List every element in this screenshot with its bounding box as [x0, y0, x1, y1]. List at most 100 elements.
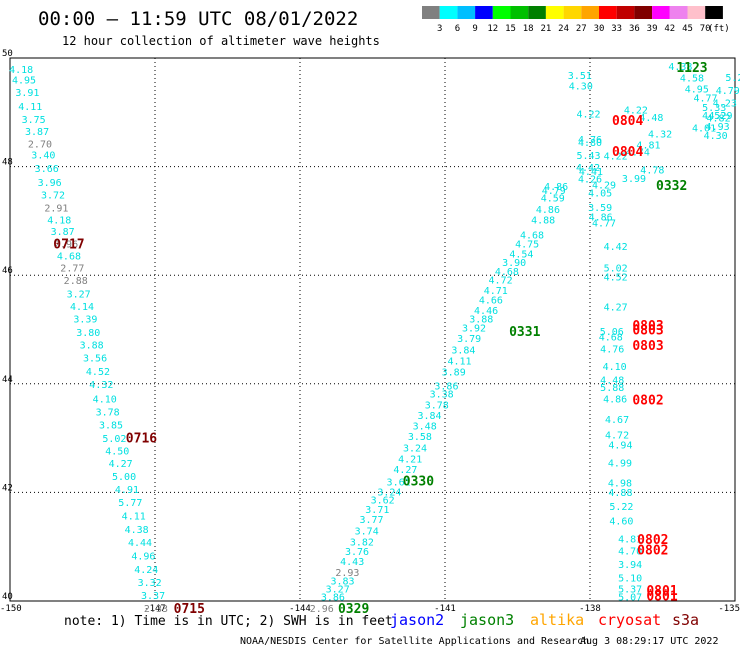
legend-swatch: [616, 6, 635, 19]
swh-value: 4.95: [685, 84, 709, 95]
legend-label: 70: [700, 24, 711, 34]
swh-value: 3.24: [403, 443, 427, 454]
legend-label: 21: [540, 24, 551, 34]
swh-value: 3.83: [330, 576, 354, 587]
legend-label: 12: [487, 24, 498, 34]
satellite-legend: jason2 jason3 altika cryosat s3a: [390, 611, 699, 629]
legend-label: 9: [472, 24, 477, 34]
time-labels: 0717 0716 0715 0329 0330 0331 0332 1123 0804 0804…: [53, 61, 707, 617]
swh-value: 3.62: [371, 495, 395, 506]
legend-label: 15: [505, 24, 516, 34]
swh-value: 3.24: [377, 487, 401, 498]
swh-value: 4.75: [515, 240, 539, 251]
swh-value: 4.41: [579, 167, 603, 178]
swh-value: 5.10: [618, 574, 642, 585]
swh-value: 3.32: [138, 578, 162, 589]
swh-value: 5.22: [609, 502, 633, 513]
swh-value: 4.79: [716, 86, 740, 97]
swh-value: 4.68: [495, 267, 519, 278]
x-tick-label: -135: [718, 604, 740, 614]
swh-value: 4.60: [609, 517, 633, 528]
legend-swatch: [581, 6, 599, 19]
legend-label: 18: [523, 24, 534, 34]
pass-time-label: 0332: [656, 179, 687, 194]
x-tick-label: -144: [289, 604, 311, 614]
swh-value: 3.71: [365, 505, 389, 516]
swh-value: 4.72: [489, 276, 513, 287]
swh-value: 2.96: [54, 240, 78, 251]
legend-label: 24: [558, 24, 569, 34]
swh-value: 4.43: [340, 557, 364, 568]
pass-time-label: 0801: [646, 584, 677, 599]
y-tick-label: 42: [2, 483, 13, 493]
swh-value: 4.48: [639, 113, 663, 124]
swh-value: 4.78: [640, 165, 664, 176]
swh-value: 3.56: [83, 354, 107, 365]
swh-value: 4.44: [128, 538, 152, 549]
legend-label: 36: [629, 24, 640, 34]
swh-value: 3.27: [326, 585, 350, 596]
swh-value: 4.22: [624, 106, 648, 117]
swh-value: 3.90: [502, 258, 526, 269]
swh-value: 3.77: [359, 515, 383, 526]
swh-value: 4.46: [474, 306, 498, 317]
swh-value: 3.99: [622, 174, 646, 185]
swh-value: 4.76: [600, 345, 624, 356]
swh-value: 4.11: [18, 102, 42, 113]
swh-value: 4.66: [479, 296, 503, 307]
swh-value: 3.89: [442, 367, 466, 378]
swh-value: 5.27: [725, 73, 740, 84]
y-tick-label: 44: [2, 375, 13, 385]
swh-value: 3.59: [588, 203, 612, 214]
swh-value: 4.67: [605, 415, 629, 426]
swh-value: 4.68: [57, 252, 81, 263]
swh-value: 3.38: [430, 390, 454, 401]
pass-time-label: 0802: [637, 533, 668, 548]
pass-time-label: 0802: [632, 394, 663, 409]
pass-time-label: 1123: [676, 61, 707, 76]
swh-value: 4.22: [604, 152, 628, 163]
swh-value: 4.72: [605, 430, 629, 441]
swh-value: 3.85: [99, 421, 123, 432]
legend-swatch: [475, 6, 493, 19]
legend-label: 6: [455, 24, 460, 34]
pass-time-label: 0330: [403, 474, 434, 489]
swh-value: 3.51: [568, 71, 592, 82]
swh-value: 3.88: [80, 341, 104, 352]
legend-swatch: [669, 6, 688, 19]
swh-value: 5.02: [102, 434, 126, 445]
swh-value: 3.74: [355, 526, 379, 537]
swh-value: 4.22: [577, 109, 601, 120]
swh-value: 4.77: [592, 219, 616, 230]
legend-label: 27: [576, 24, 587, 34]
legend-label: 30: [594, 24, 605, 34]
swh-value: 4.10: [93, 394, 117, 405]
legend-swatch: [545, 6, 564, 19]
swh-value: 4.52: [86, 367, 110, 378]
swh-value: 4.10: [603, 362, 627, 373]
legend-swatch: [687, 6, 706, 19]
swh-value: 4.86: [536, 205, 560, 216]
swh-value: 5.07: [618, 593, 642, 604]
legend-swatch: [510, 6, 529, 19]
swh-value: 4.93: [706, 122, 730, 133]
swh-value: 4.58: [680, 74, 704, 85]
swh-value: 4.54: [509, 249, 533, 260]
swh-value: 4.79: [542, 186, 566, 197]
swh-value: 4.01: [692, 124, 716, 135]
legend-label: 45: [682, 24, 693, 34]
footer-timestamp: Aug 3 08:29:17 UTC 2022: [580, 636, 718, 647]
swh-value: 4.81: [636, 140, 660, 151]
swh-value: 4.86: [589, 213, 613, 224]
swh-value: 3.84: [417, 411, 441, 422]
swh-value: 4.18: [9, 65, 33, 76]
swh-value: 5.88: [600, 383, 624, 394]
swh-value: 3.39: [73, 315, 97, 326]
swh-value: 2.96: [310, 604, 334, 615]
swh-value: 4.74: [626, 147, 650, 158]
swh-value: 4.42: [576, 163, 600, 174]
pass-time-label: 0331: [509, 325, 540, 340]
swh-value: 4.88: [608, 488, 632, 499]
swh-value: 3.78: [425, 400, 449, 411]
